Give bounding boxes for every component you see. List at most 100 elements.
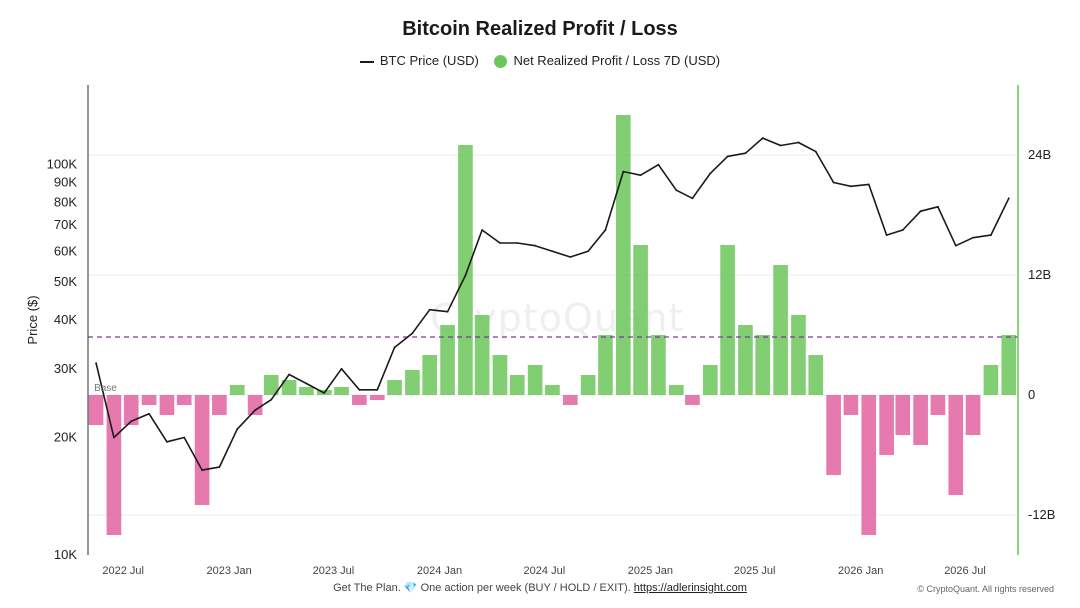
- profit-loss-bar: [123, 395, 139, 425]
- price-point: [744, 152, 747, 155]
- profit-loss-bar: [88, 395, 104, 425]
- y-tick-label: 10K: [54, 547, 77, 562]
- profit-loss-bar: [773, 265, 788, 395]
- legend-label-price: BTC Price (USD): [379, 53, 479, 69]
- axes: [87, 85, 1019, 555]
- profit-loss-bar: [720, 245, 735, 395]
- annotation-label: Base: [94, 383, 117, 394]
- price-point: [428, 308, 431, 311]
- price-point: [201, 469, 203, 472]
- profit-loss-bar: [545, 385, 560, 395]
- profit-loss-bar: [615, 115, 631, 395]
- price-point: [288, 373, 290, 376]
- price-point: [446, 310, 449, 313]
- y-tick-label: 50K: [54, 274, 77, 289]
- legend-item-price[interactable]: BTC Price (USD): [359, 53, 479, 69]
- profit-loss-bar: [281, 380, 297, 395]
- y-tick-label: 90K: [54, 175, 77, 190]
- price-point: [270, 398, 273, 401]
- profit-loss-bar: [651, 335, 666, 395]
- price-point: [358, 388, 361, 391]
- legend-label-profit-loss: Net Realized Profit / Loss 7D (USD): [513, 53, 721, 69]
- price-point: [218, 466, 221, 468]
- x-tick-label: 2023 Jul: [313, 565, 355, 577]
- price-point: [937, 205, 939, 208]
- price-line-layer: [95, 137, 1010, 472]
- profit-loss-bar: [755, 335, 771, 395]
- price-point: [183, 436, 186, 439]
- profit-loss-bar: [826, 395, 841, 475]
- legend-item-profit-loss[interactable]: Net Realized Profit / Loss 7D (USD): [494, 53, 721, 69]
- profit-loss-bar: [299, 387, 314, 395]
- price-point: [236, 428, 239, 431]
- gem-icon: 💎: [403, 582, 418, 594]
- profit-loss-bar: [562, 395, 578, 405]
- profit-loss-bar: [474, 315, 490, 395]
- price-point: [709, 172, 712, 175]
- profit-loss-bar: [369, 395, 385, 400]
- price-point: [464, 274, 467, 277]
- price-point: [323, 392, 326, 394]
- profit-loss-bar: [422, 355, 438, 395]
- price-point: [130, 420, 133, 423]
- footer-link[interactable]: https://adlerinsight.com: [633, 582, 747, 594]
- price-point: [919, 210, 922, 213]
- profit-loss-bar: [983, 365, 999, 395]
- profit-loss-bar: [440, 325, 455, 395]
- price-point: [393, 346, 396, 349]
- price-point: [622, 170, 625, 173]
- profit-loss-bar: [194, 395, 210, 505]
- profit-loss-bar: [1001, 335, 1017, 395]
- price-point: [867, 183, 870, 186]
- profit-loss-bar: [580, 375, 596, 395]
- x-tick-label: 2026 Jan: [838, 565, 883, 577]
- profit-loss-bar: [879, 395, 894, 455]
- profit-loss-bar: [492, 355, 508, 395]
- price-point: [604, 229, 607, 231]
- profit-loss-bar: [861, 395, 877, 535]
- profit-loss-bar: [598, 335, 613, 395]
- profit-loss-bar: [702, 365, 718, 395]
- y2-tick-label: 24B: [1028, 147, 1051, 162]
- profit-loss-bar: [527, 365, 543, 395]
- profit-loss-bar: [895, 395, 911, 435]
- profit-loss-bar: [965, 395, 981, 435]
- x-tick-label: 2024 Jan: [417, 565, 462, 577]
- footer-middle: One action per week (BUY / HOLD / EXIT).: [420, 582, 631, 594]
- profit-loss-bar: [791, 315, 806, 395]
- y-tick-label: 100K: [47, 157, 78, 172]
- y-tick-label: 30K: [54, 361, 77, 376]
- price-point: [411, 332, 414, 335]
- price-point: [691, 197, 694, 200]
- profit-loss-bar: [247, 395, 263, 415]
- footer: Get The Plan. 💎 One action per week (BUY…: [0, 581, 1080, 594]
- price-point: [254, 409, 257, 412]
- price-point: [761, 137, 764, 139]
- x-tick-label: 2023 Jan: [207, 565, 252, 577]
- profit-loss-bar: [509, 375, 525, 395]
- price-point: [95, 362, 97, 365]
- legend-line-swatch: [359, 60, 374, 63]
- legend: BTC Price (USD) Net Realized Profit / Lo…: [0, 52, 1080, 69]
- profit-loss-bar: [334, 387, 349, 395]
- profit-loss-bar: [948, 395, 964, 495]
- price-point: [499, 242, 501, 244]
- copyright: © CryptoQuant. All rights reserved: [917, 584, 1054, 594]
- price-point: [779, 144, 782, 147]
- y2-tick-label: 0: [1028, 387, 1035, 402]
- price-point: [551, 250, 554, 253]
- price-point: [587, 250, 590, 253]
- x-tick-label: 2024 Jul: [524, 565, 566, 577]
- tick-labels: 10K 20K 30K 40K 50K 60K 70K 80K 90K 100K 24B 12B 0 -1…: [25, 147, 1055, 577]
- price-point: [534, 244, 537, 247]
- price-point: [849, 185, 852, 188]
- price-point: [1007, 197, 1010, 200]
- profit-loss-bars: [88, 115, 1017, 535]
- y-tick-label: 70K: [54, 217, 77, 232]
- price-point: [726, 155, 729, 158]
- price-point: [166, 440, 168, 443]
- profit-loss-bar: [685, 395, 700, 405]
- profit-loss-bar: [668, 385, 684, 395]
- y-tick-label: 60K: [54, 243, 77, 258]
- price-point: [901, 229, 904, 231]
